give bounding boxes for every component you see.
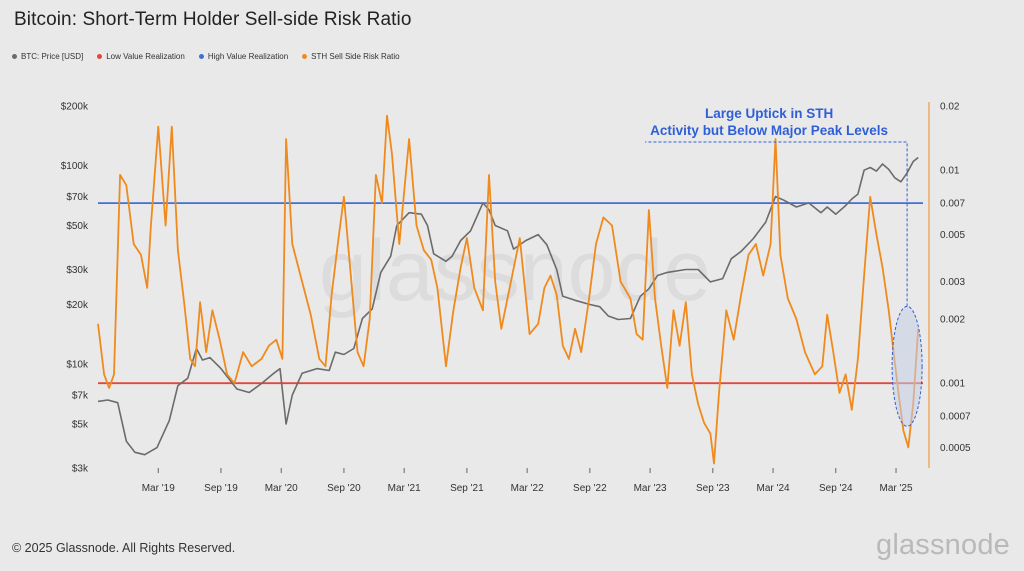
y-left-tick-label: $20k: [66, 300, 89, 311]
x-tick-label: Mar '23: [634, 483, 667, 494]
y-right-tick-label: 0.0007: [940, 412, 971, 423]
y-right-tick-label: 0.007: [940, 199, 965, 210]
annotation-text: Large Uptick in STH: [705, 106, 833, 121]
legend-label-price: BTC: Price [USD]: [21, 52, 84, 61]
legend-dot-high-value: [198, 54, 204, 59]
y-left-tick-label: $50k: [66, 221, 89, 232]
legend-dot-price: [12, 54, 17, 59]
y-left-tick-label: $3k: [72, 464, 89, 475]
y-left-tick-label: $5k: [72, 419, 89, 430]
y-right-tick-label: 0.0005: [940, 443, 971, 454]
y-right-tick-label: 0.002: [940, 315, 965, 326]
y-left-tick-label: $100k: [61, 161, 89, 172]
y-left-tick-label: $200k: [61, 102, 89, 113]
y-right-tick-label: 0.005: [940, 230, 965, 241]
y-right-tick-label: 0.01: [940, 166, 960, 177]
y-right-tick-label: 0.02: [940, 102, 960, 113]
btc-price-line: [97, 156, 919, 456]
legend-dot-low-value: [97, 54, 103, 59]
x-tick-label: Sep '20: [327, 483, 361, 494]
glassnode-logo: glassnode: [875, 529, 1010, 561]
x-tick-label: Mar '25: [880, 483, 913, 494]
y-left-tick-label: $30k: [66, 265, 89, 276]
x-tick-label: Sep '24: [819, 483, 853, 494]
annotation-text: Activity but Below Major Peak Levels: [650, 123, 888, 138]
legend-item-high-value[interactable]: High Value Realization: [198, 52, 289, 61]
legend-label-ratio: STH Sell Side Risk Ratio: [311, 52, 400, 61]
highlight-ellipse: [891, 305, 923, 427]
x-tick-label: Mar '21: [388, 483, 421, 494]
x-tick-label: Sep '19: [204, 483, 238, 494]
y-right-tick-label: 0.001: [940, 379, 965, 390]
x-tick-label: Sep '21: [450, 483, 484, 494]
legend-label-high-value: High Value Realization: [207, 52, 289, 61]
legend-dot-ratio: [302, 54, 308, 59]
copyright-footer: © 2025 Glassnode. All Rights Reserved.: [12, 541, 236, 555]
y-left-tick-label: $70k: [66, 192, 89, 203]
x-tick-label: Sep '23: [696, 483, 730, 494]
chart-title: Bitcoin: Short-Term Holder Sell-side Ris…: [14, 9, 412, 30]
x-tick-label: Mar '19: [142, 483, 175, 494]
legend-item-price[interactable]: BTC: Price [USD]: [12, 52, 83, 61]
y-right-tick-label: 0.003: [940, 277, 965, 288]
legend: BTC: Price [USD] Low Value Realization H…: [12, 52, 400, 61]
legend-item-ratio[interactable]: STH Sell Side Risk Ratio: [302, 52, 400, 61]
x-tick-label: Mar '24: [757, 483, 790, 494]
legend-label-low-value: Low Value Realization: [106, 52, 185, 61]
sth-risk-ratio-line: [97, 114, 920, 465]
y-left-tick-label: $10k: [66, 360, 89, 371]
x-tick-label: Mar '20: [265, 483, 298, 494]
x-tick-label: Mar '22: [511, 483, 544, 494]
legend-item-low-value[interactable]: Low Value Realization: [97, 52, 185, 61]
y-left-tick-label: $7k: [72, 390, 89, 401]
x-tick-label: Sep '22: [573, 483, 607, 494]
